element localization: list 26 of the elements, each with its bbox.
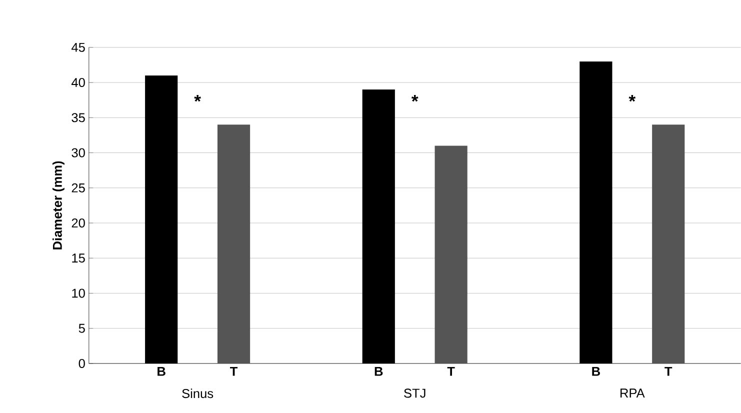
y-tick-label: 30 xyxy=(72,148,85,158)
y-tick-label: 40 xyxy=(71,78,85,88)
text: T xyxy=(664,367,672,376)
series-label: T xyxy=(230,367,238,376)
y-axis-title: Diameter (mm) xyxy=(52,161,64,250)
y-tick-label: 45 xyxy=(71,43,85,52)
bar xyxy=(434,146,468,364)
text: B xyxy=(592,367,600,376)
x-tick-label: STJ xyxy=(404,388,426,398)
y-tick-label: 15 xyxy=(72,254,85,263)
annotation: * xyxy=(628,95,636,102)
annotation: * xyxy=(194,95,201,102)
y-tick-label: 25 xyxy=(72,183,85,192)
text: B xyxy=(374,367,383,376)
x-tick-label: Sinus xyxy=(182,388,214,398)
y-tick-label: 10 xyxy=(72,288,85,298)
y-tick-label: 35 xyxy=(72,113,85,122)
series-label: B xyxy=(158,367,166,376)
y-tick-label: 0 xyxy=(78,359,85,368)
x-tick-label: RPA xyxy=(620,388,645,398)
y-tick-label: 5 xyxy=(78,324,85,333)
y-tick-label: 20 xyxy=(72,218,85,228)
annotation: * xyxy=(411,95,418,102)
bar xyxy=(652,124,685,364)
text: T xyxy=(447,367,455,376)
bar xyxy=(217,124,250,364)
